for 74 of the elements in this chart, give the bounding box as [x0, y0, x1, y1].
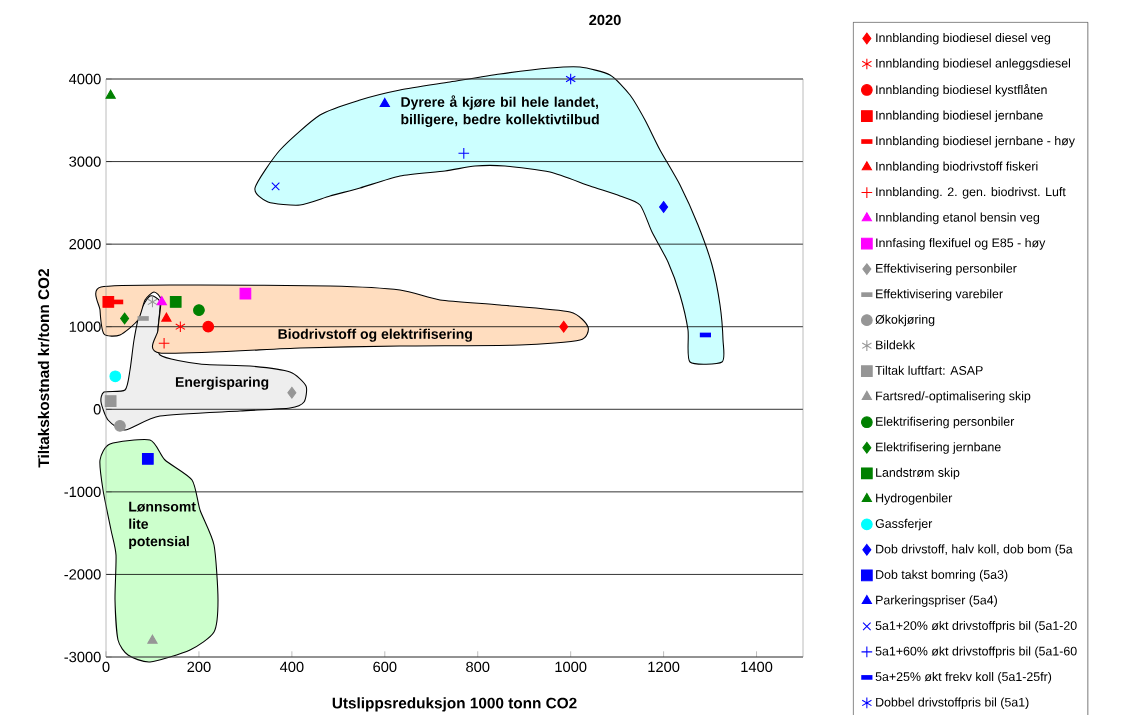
- legend-label: Innblanding. 2. gen. biodrivst. Luft: [876, 187, 1066, 199]
- point: [239, 287, 252, 300]
- point: [156, 296, 167, 306]
- legend-label: Innblanding biodiesel kystflåten: [876, 83, 1047, 97]
- x-tick-label: 600: [373, 661, 397, 673]
- x-tick-label: 1400: [741, 661, 773, 673]
- chart-title: 2020: [589, 14, 621, 26]
- point: [659, 201, 669, 213]
- legend-label: Økokjøring: [875, 314, 935, 327]
- y-tick-label: 1000: [69, 321, 101, 332]
- legend-label: Elektrifisering jernbane: [876, 442, 1001, 454]
- point: [271, 182, 280, 191]
- y-tick-label: -3000: [64, 651, 101, 663]
- legend-label: Innblanding biodiesel jernbane: [876, 110, 1043, 123]
- y-tick-label: 0: [93, 404, 101, 415]
- point: [457, 147, 470, 160]
- y-tick-label: -2000: [64, 569, 101, 580]
- point: [114, 419, 126, 432]
- point: [141, 452, 154, 465]
- point: [175, 320, 186, 333]
- legend-label: 5a1+60% økt drivstoffpris bil (5a1-60: [875, 646, 1077, 658]
- legend-label: Bildekk: [876, 340, 916, 350]
- y-tick-label: 2000: [69, 238, 101, 250]
- y-tick-label: 4000: [69, 73, 101, 85]
- point: [559, 320, 569, 333]
- annotation: Dyrere å kjøre bil hele landet, billigere, bedre kollektivtilbud: [401, 95, 599, 128]
- x-tick-label: 1000: [555, 661, 587, 673]
- point: [202, 320, 215, 333]
- legend-label: Parkeringspriser (5a4): [876, 595, 997, 607]
- y-tick-label: -1000: [64, 486, 101, 498]
- annotation: Energisparing: [175, 376, 269, 390]
- point: [565, 73, 576, 85]
- legend-label: Innblanding biodiesel jernbane - høy: [876, 136, 1075, 148]
- point: [109, 370, 122, 383]
- point: [120, 312, 130, 325]
- legend-label: Dob takst bomring (5a3): [876, 569, 1008, 582]
- legend-label: Elektrifisering personbiler: [876, 416, 1015, 429]
- x-tick-label: 0: [102, 661, 110, 673]
- legend-label: Dobbel drivstoffpris bil (5a1): [876, 697, 1029, 709]
- legend-label: Landstrøm skip: [876, 467, 960, 480]
- point: [147, 634, 158, 644]
- y-axis-title: Tiltakskostnad kr/tonn CO2: [37, 269, 50, 468]
- legend-label: Innfasing flexifuel og E85 - høy: [876, 238, 1046, 250]
- point: [379, 97, 390, 107]
- point: [161, 312, 172, 322]
- legend-label: Gassferjer: [875, 518, 933, 531]
- legend-label: Innblanding biodiesel anleggsdiesel: [876, 58, 1071, 71]
- legend-label: Dob drivstoff, halv koll, dob bom (5a: [876, 544, 1073, 556]
- legend-label: Effektivisering varebiler: [876, 289, 1003, 301]
- legend-label: Innblanding etanol bensin veg: [876, 212, 1040, 225]
- legend-label: 5a+25% økt frekv koll (5a1-25fr): [875, 671, 1052, 684]
- x-axis-title: Utslippsreduksjon 1000 tonn CO2: [332, 697, 577, 712]
- x-tick-label: 800: [466, 661, 490, 673]
- x-tick-label: 1200: [648, 661, 680, 673]
- point: [287, 386, 297, 399]
- legend-label: Tiltak luftfart: ASAP: [875, 365, 983, 375]
- point: [158, 337, 170, 350]
- point: [193, 304, 205, 317]
- point: [147, 296, 158, 308]
- legend-label: 5a1+20% økt drivstoffpris bil (5a1-20: [875, 620, 1077, 633]
- legend-label: Innblanding biodiesel diesel veg: [876, 32, 1051, 45]
- point: [169, 296, 182, 308]
- x-tick-label: 200: [187, 661, 211, 673]
- annotation: Lønnsomt lite potensial: [129, 501, 196, 549]
- point: [104, 395, 117, 407]
- x-tick-label: 400: [279, 661, 304, 673]
- legend-label: Fartsred/-optimalisering skip: [876, 391, 1031, 403]
- legend-label: Hydrogenbiler: [876, 493, 953, 505]
- point: [105, 89, 116, 99]
- y-tick-label: 3000: [69, 156, 101, 167]
- point: [102, 296, 115, 308]
- legend-label: Innblanding biodrivstoff fiskeri: [876, 161, 1038, 174]
- annotation: Biodrivstoff og elektrifisering: [278, 328, 472, 342]
- legend-label: Effektivisering personbiler: [876, 263, 1017, 276]
